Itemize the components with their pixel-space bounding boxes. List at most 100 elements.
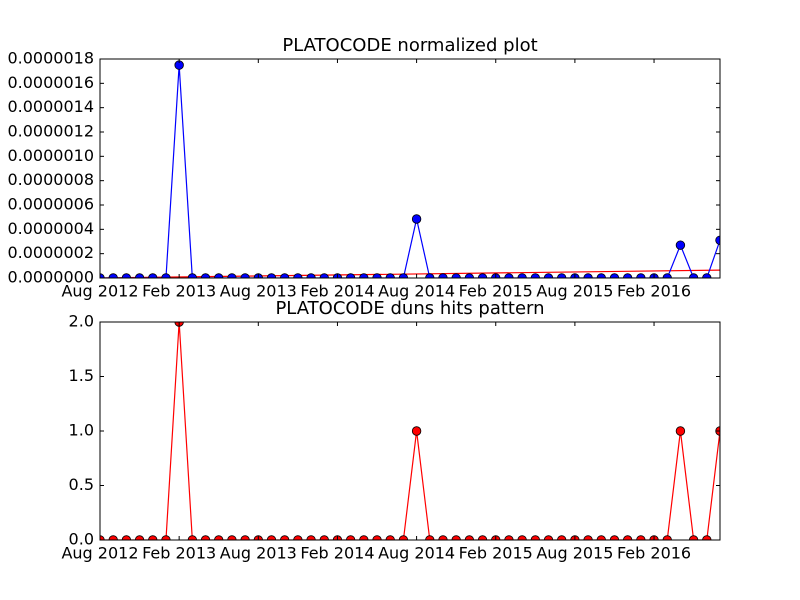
marker: [121, 535, 132, 540]
marker: [100, 535, 105, 540]
marker: [411, 426, 422, 436]
x-tick-label: Aug 2014: [378, 544, 455, 563]
y-tick-label: 0.0000016: [7, 73, 94, 92]
marker: [214, 535, 224, 540]
marker: [425, 535, 435, 540]
y-tick-label: 1.0: [69, 421, 94, 440]
y-tick-label: 0.0000012: [7, 122, 94, 141]
marker: [100, 273, 105, 278]
marker: [187, 273, 198, 278]
y-tick-label: 0.0: [69, 530, 94, 549]
marker: [702, 273, 712, 278]
marker: [543, 535, 554, 540]
marker: [425, 273, 435, 278]
marker: [622, 273, 633, 278]
marker: [477, 273, 488, 278]
marker: [306, 535, 316, 540]
marker: [214, 273, 224, 278]
marker: [464, 273, 475, 278]
marker: [596, 273, 606, 278]
chart-title: PLATOCODE duns hits pattern: [275, 298, 544, 319]
marker: [451, 273, 461, 278]
marker: [227, 273, 237, 278]
marker: [293, 273, 303, 278]
marker: [662, 535, 672, 540]
marker: [385, 535, 395, 540]
marker: [715, 235, 720, 245]
marker: [662, 273, 672, 278]
plot-content: [100, 60, 720, 278]
marker: [504, 535, 514, 540]
marker: [438, 535, 448, 540]
marker: [187, 535, 198, 540]
x-tick-label: Aug 2015: [536, 544, 613, 563]
marker: [411, 214, 422, 224]
marker: [583, 273, 593, 278]
marker: [319, 273, 329, 278]
x-tick-label: Feb 2014: [300, 282, 374, 301]
marker: [675, 426, 686, 436]
marker: [530, 273, 541, 278]
marker: [345, 535, 356, 540]
marker: [702, 535, 712, 540]
marker: [622, 535, 633, 540]
marker: [688, 535, 699, 540]
marker: [200, 535, 211, 540]
y-tick-label: 0.0000018: [7, 49, 94, 68]
marker: [279, 535, 290, 540]
marker: [148, 535, 158, 540]
plot-area: [100, 322, 720, 540]
marker: [464, 535, 475, 540]
marker: [279, 273, 290, 278]
y-tick-label: 0.0000014: [7, 97, 94, 116]
y-tick-label: 2.0: [69, 312, 94, 331]
marker: [517, 273, 527, 278]
axes-frame: [99, 58, 721, 279]
marker: [583, 535, 593, 540]
marker: [266, 273, 277, 278]
marker: [517, 535, 527, 540]
marker: [345, 273, 356, 278]
y-tick-label: 0.0000004: [7, 219, 94, 238]
marker: [557, 273, 567, 278]
marker: [451, 535, 461, 540]
marker: [359, 273, 369, 278]
marker: [227, 535, 237, 540]
marker: [372, 273, 382, 278]
y-tick-label: 0.0000010: [7, 146, 94, 165]
marker: [121, 273, 132, 278]
plot-content: [100, 322, 720, 540]
marker: [293, 535, 303, 540]
marker: [385, 273, 395, 278]
marker: [636, 273, 646, 278]
x-tick-label: Aug 2013: [220, 544, 297, 563]
marker: [596, 535, 606, 540]
marker: [557, 535, 567, 540]
marker: [240, 273, 250, 278]
x-tick-label: Feb 2013: [142, 282, 216, 301]
x-tick-label: Feb 2016: [617, 282, 691, 301]
marker: [530, 535, 541, 540]
x-tick-label: Aug 2014: [378, 282, 455, 301]
chart-title: PLATOCODE normalized plot: [282, 35, 537, 56]
marker: [398, 535, 409, 540]
marker: [200, 273, 211, 278]
x-tick-label: Feb 2015: [459, 282, 533, 301]
marker: [108, 273, 118, 278]
y-tick-label: 0.0000006: [7, 195, 94, 214]
y-tick-label: 0.0000000: [7, 268, 94, 287]
marker: [161, 535, 171, 540]
marker: [359, 535, 369, 540]
marker: [688, 273, 699, 278]
x-tick-label: Feb 2016: [617, 544, 691, 563]
marker: [504, 273, 514, 278]
marker: [108, 535, 118, 540]
plot-area: [100, 59, 720, 278]
marker: [148, 273, 158, 278]
x-tick-label: Feb 2013: [142, 544, 216, 563]
marker: [134, 535, 145, 540]
marker: [134, 273, 145, 278]
series-line: [100, 322, 720, 540]
marker: [240, 535, 250, 540]
